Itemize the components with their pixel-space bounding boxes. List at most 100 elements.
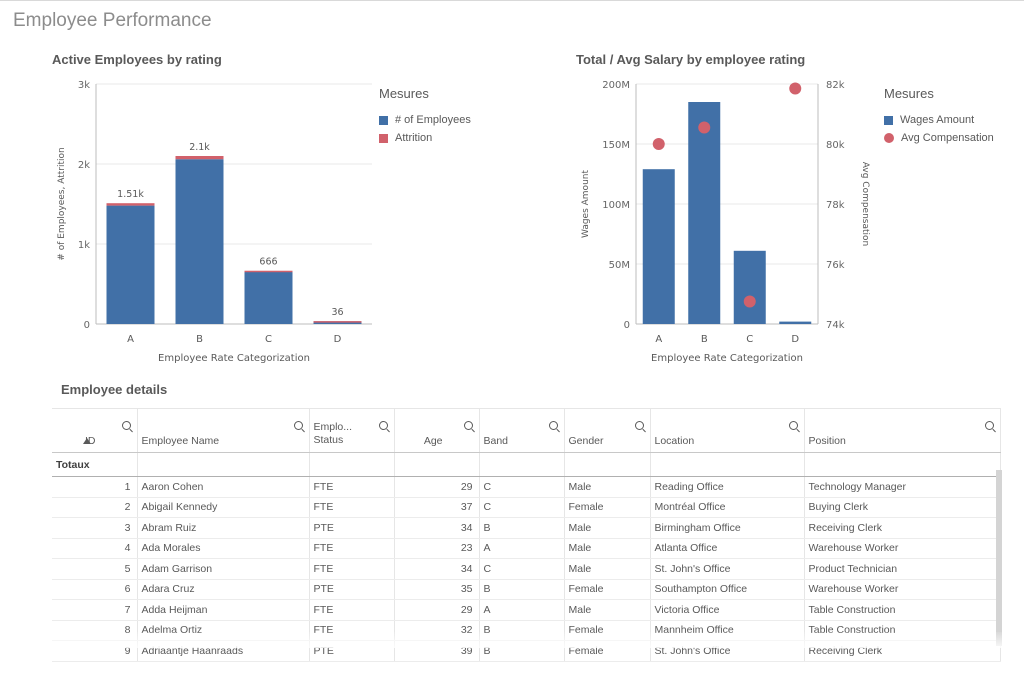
- search-icon[interactable]: [463, 421, 473, 430]
- table-cell[interactable]: B: [479, 579, 565, 600]
- table-cell[interactable]: Male: [564, 558, 651, 580]
- table-cell[interactable]: Abram Ruiz: [137, 517, 310, 539]
- column-header-band[interactable]: Band: [479, 408, 565, 453]
- table-cell[interactable]: Adam Garrison: [137, 558, 310, 580]
- table-cell[interactable]: Receiving Clerk: [804, 517, 1001, 539]
- search-icon[interactable]: [293, 421, 303, 430]
- table-cell[interactable]: Male: [564, 599, 651, 621]
- column-header-id[interactable]: ID: [52, 408, 138, 453]
- table-cell[interactable]: Warehouse Worker: [804, 538, 1001, 559]
- table-cell[interactable]: PTE: [309, 579, 395, 600]
- legend-item-avg-compensation[interactable]: Avg Compensation: [884, 129, 994, 147]
- table-cell[interactable]: 4: [52, 538, 138, 559]
- column-header-status[interactable]: Emplo... Status: [309, 408, 395, 453]
- table-cell[interactable]: Aaron Cohen: [137, 476, 310, 498]
- table-cell[interactable]: 29: [394, 476, 480, 498]
- table-cell[interactable]: 1: [52, 476, 138, 498]
- table-cell[interactable]: B: [479, 517, 565, 539]
- table-cell[interactable]: FTE: [309, 558, 395, 580]
- table-cell[interactable]: 6: [52, 579, 138, 600]
- table-cell[interactable]: Reading Office: [650, 476, 805, 498]
- table-row[interactable]: 7 Adda Heijman FTE 29 A Male Victoria Office Ta…: [52, 599, 1001, 621]
- table-cell[interactable]: Table Construction: [804, 599, 1001, 621]
- attrition-swatch: [379, 133, 388, 143]
- table-cell[interactable]: St. John's Office: [650, 558, 805, 580]
- column-header-location[interactable]: Location: [650, 408, 805, 453]
- table-row[interactable]: 5 Adam Garrison FTE 34 C Male St. John's Offic…: [52, 558, 1001, 580]
- table-scrollbar[interactable]: [996, 470, 1002, 646]
- y-tick-label: 50M: [609, 260, 630, 271]
- table-cell[interactable]: Technology Manager: [804, 476, 1001, 498]
- table-cell[interactable]: FTE: [309, 599, 395, 621]
- column-label: Gender: [568, 435, 604, 447]
- table-row[interactable]: 2 Abigail Kennedy FTE 37 C Female Montréal Off…: [52, 497, 1001, 518]
- table-cell[interactable]: 2: [52, 497, 138, 518]
- salary-chart[interactable]: 0 50M 100M 150M 200M 74k 76k 78k 80k 82k A B C D Emplo…: [570, 70, 880, 370]
- avg-compensation-dot: [884, 133, 894, 143]
- table-cell[interactable]: Buying Clerk: [804, 497, 1001, 518]
- table-cell[interactable]: 35: [394, 579, 480, 600]
- table-cell[interactable]: 34: [394, 517, 480, 539]
- search-icon[interactable]: [634, 421, 644, 430]
- legend-item-attrition[interactable]: Attrition: [379, 129, 471, 147]
- table-cell[interactable]: Female: [564, 579, 651, 600]
- bar-attrition-b: [175, 156, 224, 160]
- table-cell[interactable]: Male: [564, 517, 651, 539]
- table-cell[interactable]: A: [479, 538, 565, 559]
- table-cell[interactable]: FTE: [309, 538, 395, 559]
- table-cell[interactable]: Atlanta Office: [650, 538, 805, 559]
- employees-swatch: [379, 115, 388, 125]
- search-icon[interactable]: [121, 421, 131, 430]
- table-row[interactable]: 3 Abram Ruiz PTE 34 B Male Birmingham Office Re…: [52, 517, 1001, 539]
- table-cell[interactable]: C: [479, 497, 565, 518]
- search-icon[interactable]: [378, 421, 388, 430]
- table-cell[interactable]: Adara Cruz: [137, 579, 310, 600]
- data-label: 36: [331, 307, 343, 318]
- column-header-employee-name[interactable]: Employee Name: [137, 408, 310, 453]
- column-header-position[interactable]: Position: [804, 408, 1001, 453]
- x-tick-label: C: [746, 334, 753, 345]
- table-cell[interactable]: FTE: [309, 497, 395, 518]
- table-cell[interactable]: 29: [394, 599, 480, 621]
- table-cell[interactable]: 37: [394, 497, 480, 518]
- legend-item-employees[interactable]: # of Employees: [379, 111, 471, 129]
- table-cell[interactable]: Warehouse Worker: [804, 579, 1001, 600]
- search-icon[interactable]: [788, 421, 798, 430]
- table-cell[interactable]: 7: [52, 599, 138, 621]
- table-row[interactable]: 1 Aaron Cohen FTE 29 C Male Reading Office Tech…: [52, 476, 1001, 498]
- table-cell[interactable]: Birmingham Office: [650, 517, 805, 539]
- table-cell[interactable]: Female: [564, 497, 651, 518]
- table-cell[interactable]: Montréal Office: [650, 497, 805, 518]
- table-cell[interactable]: Male: [564, 538, 651, 559]
- table-cell[interactable]: A: [479, 599, 565, 621]
- legend-label: Attrition: [395, 132, 433, 144]
- table-cell[interactable]: 5: [52, 558, 138, 580]
- table-cell[interactable]: Victoria Office: [650, 599, 805, 621]
- table-cell[interactable]: 23: [394, 538, 480, 559]
- y-tick-label: 3k: [78, 80, 90, 91]
- search-icon[interactable]: [984, 421, 994, 430]
- column-header-gender[interactable]: Gender: [564, 408, 651, 453]
- column-header-age[interactable]: Age: [394, 408, 480, 453]
- table-cell[interactable]: Ada Morales: [137, 538, 310, 559]
- table-cell: [309, 452, 395, 477]
- table-cell[interactable]: Adda Heijman: [137, 599, 310, 621]
- legend-item-wages[interactable]: Wages Amount: [884, 111, 994, 129]
- sort-ascending-icon[interactable]: [83, 438, 91, 444]
- table-cell[interactable]: Southampton Office: [650, 579, 805, 600]
- table-cell[interactable]: FTE: [309, 476, 395, 498]
- table-cell[interactable]: C: [479, 558, 565, 580]
- table-row[interactable]: 6 Adara Cruz PTE 35 B Female Southampton Offic…: [52, 579, 1001, 600]
- table-cell[interactable]: Product Technician: [804, 558, 1001, 580]
- table-cell[interactable]: C: [479, 476, 565, 498]
- table-cell[interactable]: Male: [564, 476, 651, 498]
- y-tick-label: 0: [84, 320, 90, 331]
- search-icon[interactable]: [548, 421, 558, 430]
- table-cell[interactable]: PTE: [309, 517, 395, 539]
- table-cell[interactable]: Abigail Kennedy: [137, 497, 310, 518]
- active-employees-chart[interactable]: 0 1k 2k 3k 1.51k A 2.1k B 666 C 36 D Employee Rate C…: [50, 70, 380, 370]
- chart2-title: Total / Avg Salary by employee rating: [576, 52, 806, 67]
- table-cell[interactable]: 3: [52, 517, 138, 539]
- table-cell[interactable]: 34: [394, 558, 480, 580]
- table-row[interactable]: 4 Ada Morales FTE 23 A Male Atlanta Office Ware…: [52, 538, 1001, 559]
